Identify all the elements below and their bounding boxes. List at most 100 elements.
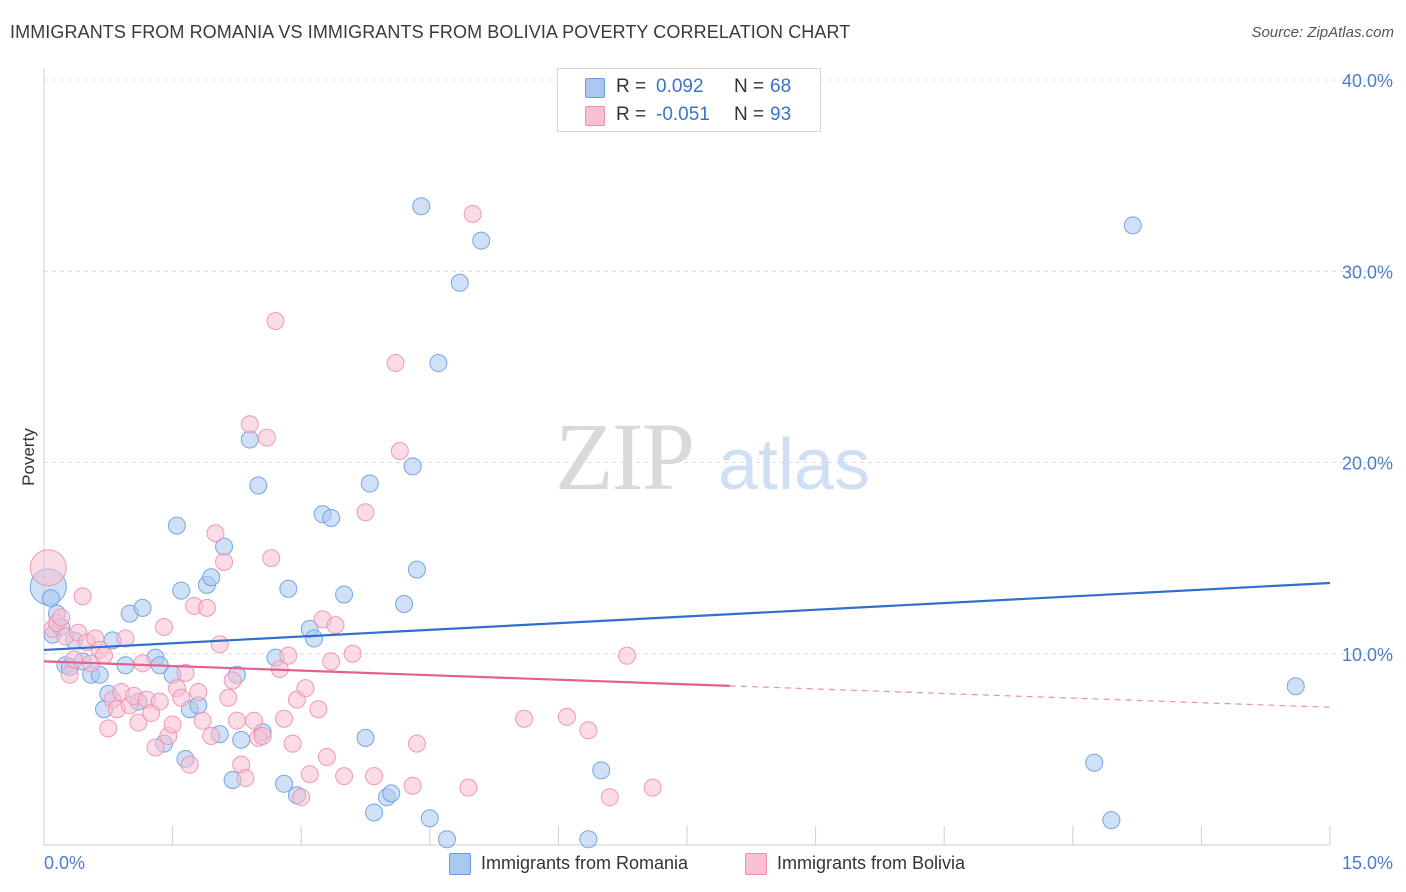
r-value: 0.092: [656, 76, 704, 97]
point-bolivia: [322, 652, 341, 671]
point-bolivia: [617, 646, 636, 665]
watermark-atlas: atlas: [718, 425, 870, 505]
n-label: N =: [734, 104, 765, 125]
point-bolivia: [292, 788, 311, 807]
legend-swatch-romania: [585, 78, 605, 98]
point-bolivia: [150, 692, 169, 711]
legend-swatch-romania: [449, 853, 471, 875]
point-romania: [322, 508, 341, 527]
chart-title: IMMIGRANTS FROM ROMANIA VS IMMIGRANTS FR…: [10, 22, 851, 42]
stats-legend: R = 0.092 N = 68 R = -0.051 N = 93: [557, 68, 821, 132]
tick-labels: 10.0% 20.0% 30.0% 40.0% 0.0% 15.0%: [44, 71, 1393, 873]
watermark-zip: ZIP: [555, 403, 693, 510]
point-romania: [395, 595, 414, 614]
point-romania: [1085, 753, 1104, 772]
point-bolivia: [643, 778, 662, 797]
point-romania: [403, 457, 422, 476]
point-romania: [172, 581, 191, 600]
point-bolivia: [189, 683, 208, 701]
point-romania: [360, 474, 379, 493]
point-bolivia: [146, 738, 165, 757]
point-romania: [279, 579, 298, 598]
point-bolivia: [197, 598, 216, 617]
r-value: -0.051: [656, 104, 710, 125]
point-romania: [437, 830, 456, 849]
n-value: 68: [770, 76, 792, 97]
y-tick-label: 30.0%: [1342, 262, 1393, 282]
point-bolivia: [65, 650, 84, 669]
point-romania: [335, 585, 354, 604]
y-axis-label: Poverty: [19, 428, 38, 486]
point-bolivia: [223, 671, 242, 690]
point-bolivia: [206, 524, 225, 543]
point-bolivia: [335, 767, 354, 786]
point-bolivia: [163, 715, 182, 734]
point-romania: [420, 809, 439, 828]
point-bolivia: [116, 629, 135, 648]
point-bolivia: [29, 549, 67, 587]
point-bolivia: [172, 688, 191, 707]
point-romania: [579, 830, 598, 849]
point-romania: [249, 476, 268, 495]
point-romania: [365, 803, 384, 822]
point-bolivia: [343, 644, 362, 663]
point-romania: [232, 730, 251, 749]
trend-lines: [43, 581, 1331, 708]
point-romania: [202, 568, 221, 587]
point-bolivia: [296, 679, 315, 698]
data-points: [29, 197, 1305, 849]
axes: [43, 68, 1331, 846]
point-bolivia: [202, 726, 221, 745]
point-bolivia: [227, 711, 246, 730]
point-bolivia: [279, 646, 298, 665]
point-romania: [167, 516, 186, 535]
point-bolivia: [193, 711, 212, 730]
point-bolivia: [73, 587, 92, 606]
point-bolivia: [356, 503, 375, 522]
point-bolivia: [210, 635, 229, 654]
trend-line-bolivia: [43, 660, 730, 687]
point-bolivia: [579, 721, 598, 740]
y-tick-label: 40.0%: [1342, 71, 1393, 91]
point-bolivia: [262, 549, 281, 568]
grid-lines: [44, 79, 1395, 655]
point-bolivia: [52, 608, 71, 627]
point-bolivia: [403, 776, 422, 795]
point-romania: [240, 430, 259, 449]
point-romania: [472, 231, 491, 250]
legend-row-bolivia: R = -0.051 N = 93: [558, 101, 820, 129]
point-bolivia: [386, 354, 405, 373]
point-bolivia: [283, 734, 302, 753]
point-bolivia: [463, 204, 482, 223]
point-bolivia: [365, 767, 384, 786]
point-bolivia: [95, 646, 114, 665]
point-bolivia: [99, 719, 118, 738]
legend-swatch-bolivia: [585, 106, 605, 126]
r-label: R =: [616, 104, 647, 125]
point-bolivia: [275, 709, 294, 728]
legend-label-bolivia: Immigrants from Bolivia: [777, 853, 966, 873]
point-bolivia: [236, 769, 255, 788]
point-bolivia: [557, 707, 576, 726]
point-bolivia: [515, 709, 534, 728]
point-bolivia: [245, 711, 264, 730]
y-tick-label: 10.0%: [1342, 645, 1393, 665]
point-bolivia: [257, 428, 276, 447]
point-bolivia: [240, 415, 259, 434]
point-bolivia: [317, 748, 336, 767]
point-bolivia: [129, 713, 148, 732]
legend-label-romania: Immigrants from Romania: [481, 853, 689, 873]
point-romania: [382, 784, 401, 803]
point-bolivia: [390, 442, 409, 461]
point-romania: [412, 197, 431, 216]
legend-row-romania: R = 0.092 N = 68: [558, 73, 820, 101]
point-bolivia: [300, 765, 319, 784]
point-bolivia: [253, 726, 272, 745]
point-bolivia: [155, 617, 174, 636]
point-romania: [305, 629, 324, 648]
point-bolivia: [219, 688, 238, 707]
point-bolivia: [309, 700, 328, 719]
point-bolivia: [600, 788, 619, 807]
point-romania: [592, 761, 611, 780]
